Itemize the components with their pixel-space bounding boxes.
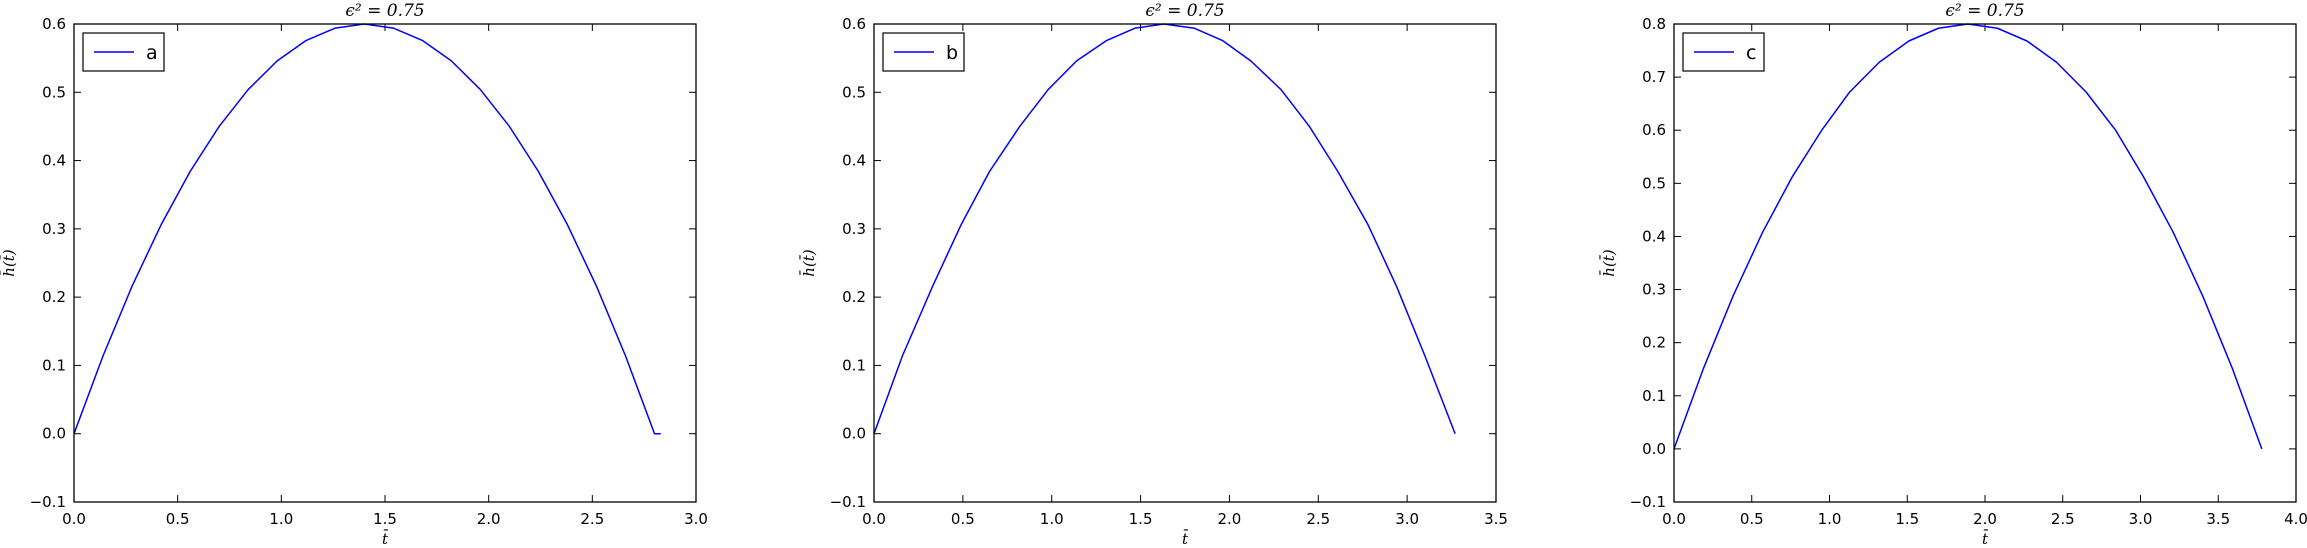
axes-frame xyxy=(73,23,697,503)
x-tick-label: 1.0 xyxy=(1040,510,1064,528)
y-tick-label: 0.5 xyxy=(42,83,66,101)
y-tick-label: −0.1 xyxy=(30,493,66,511)
x-tick-label: 2.0 xyxy=(1973,510,1997,528)
y-tick-label: 0.5 xyxy=(842,83,866,101)
series-layer xyxy=(73,23,661,435)
chart-title: ϵ² = 0.75 xyxy=(345,1,424,21)
y-tick-label: 0.0 xyxy=(42,425,66,443)
y-tick-label: 0.5 xyxy=(1642,174,1666,192)
chart-panel-c: ϵ² = 0.75 t̄ h̄(t̄) 0.0 0.5 1.0 1.5 2.0 2.5 3.… xyxy=(1600,1,2307,548)
x-tick-label: 1.0 xyxy=(269,510,293,528)
x-tick-label: 0.0 xyxy=(62,510,86,528)
x-tick-label: 2.0 xyxy=(1217,510,1241,528)
plot-area xyxy=(74,24,696,502)
x-tick-label: 0.5 xyxy=(951,510,975,528)
x-tick-label: 4.0 xyxy=(2284,510,2307,528)
chart-title: ϵ² = 0.75 xyxy=(1145,1,1224,21)
x-tick-label: 0.0 xyxy=(1662,510,1686,528)
x-tick-label: 3.0 xyxy=(2129,510,2153,528)
legend: a xyxy=(82,32,165,72)
x-ticks: 0.0 0.5 1.0 1.5 2.0 2.5 3.0 3.5 4.0 xyxy=(1662,24,2307,528)
y-tick-label: 0.0 xyxy=(842,425,866,443)
y-tick-label: 0.1 xyxy=(42,356,66,374)
y-tick-label: 0.4 xyxy=(842,152,866,170)
x-tick-label: 3.0 xyxy=(1395,510,1419,528)
y-tick-label: −0.1 xyxy=(830,493,866,511)
x-tick-label: 1.5 xyxy=(1895,510,1919,528)
y-tick-label: 0.4 xyxy=(1642,227,1666,245)
x-tick-label: 3.0 xyxy=(684,510,708,528)
y-axis-label: h̄(t̄) xyxy=(800,249,818,277)
y-tick-label: 0.3 xyxy=(842,220,866,238)
x-axis-label: t̄ xyxy=(1182,530,1189,548)
x-ticks: 0.0 0.5 1.0 1.5 2.0 2.5 3.0 3.5 xyxy=(862,24,1508,528)
axes-frame xyxy=(1673,23,2297,503)
y-ticks: −0.1 0.0 0.1 0.2 0.3 0.4 0.5 0.6 xyxy=(30,15,696,511)
x-tick-label: 2.0 xyxy=(477,510,501,528)
legend: b xyxy=(882,32,965,72)
y-tick-label: 0.2 xyxy=(42,288,66,306)
x-axis-label: t̄ xyxy=(1982,530,1989,548)
chart-title: ϵ² = 0.75 xyxy=(1945,1,2024,21)
x-tick-label: 1.0 xyxy=(1818,510,1842,528)
y-tick-label: 0.0 xyxy=(1642,440,1666,458)
x-tick-label: 3.5 xyxy=(2206,510,2230,528)
chart-panel-b: ϵ² = 0.75 t̄ h̄(t̄) 0.0 0.5 1.0 1.5 2.0 2.5 3.… xyxy=(800,1,1508,548)
x-axis-label: t̄ xyxy=(382,530,389,548)
x-tick-label: 1.5 xyxy=(1129,510,1153,528)
x-tick-label: 0.0 xyxy=(862,510,886,528)
chart-panel-a: ϵ² = 0.75 t̄ h̄(t̄) 0.0 0.5 1.0 1.5 2.0 2.5 3.… xyxy=(0,1,708,548)
y-axis-label: h̄(t̄) xyxy=(1600,249,1618,277)
x-tick-label: 1.5 xyxy=(373,510,397,528)
y-tick-label: 0.7 xyxy=(1642,68,1666,86)
plot-area xyxy=(1674,24,2296,502)
y-axis-label: h̄(t̄) xyxy=(0,249,18,277)
legend-label-c: c xyxy=(1746,42,1756,64)
y-tick-label: 0.6 xyxy=(842,15,866,33)
x-tick-label: 3.5 xyxy=(1484,510,1508,528)
legend: c xyxy=(1682,32,1765,72)
axes-frame xyxy=(873,23,1497,503)
plot-area xyxy=(874,24,1496,502)
y-tick-label: 0.2 xyxy=(1642,334,1666,352)
series-line-a xyxy=(73,23,661,435)
x-tick-label: 0.5 xyxy=(166,510,190,528)
y-tick-label: 0.6 xyxy=(42,15,66,33)
y-tick-label: −0.1 xyxy=(1630,493,1666,511)
x-tick-label: 0.5 xyxy=(1740,510,1764,528)
y-tick-label: 0.1 xyxy=(1642,387,1666,405)
x-tick-label: 2.5 xyxy=(1306,510,1330,528)
x-tick-label: 2.5 xyxy=(2051,510,2075,528)
y-ticks: −0.1 0.0 0.1 0.2 0.3 0.4 0.5 0.6 0.7 0.8 xyxy=(1630,15,2296,511)
y-tick-label: 0.4 xyxy=(42,152,66,170)
y-tick-label: 0.3 xyxy=(1642,281,1666,299)
y-tick-label: 0.3 xyxy=(42,220,66,238)
legend-label-a: a xyxy=(146,42,158,64)
y-tick-label: 0.6 xyxy=(1642,121,1666,139)
y-tick-label: 0.2 xyxy=(842,288,866,306)
x-tick-label: 2.5 xyxy=(580,510,604,528)
legend-label-b: b xyxy=(946,42,958,64)
y-tick-label: 0.1 xyxy=(842,356,866,374)
y-tick-label: 0.8 xyxy=(1642,15,1666,33)
